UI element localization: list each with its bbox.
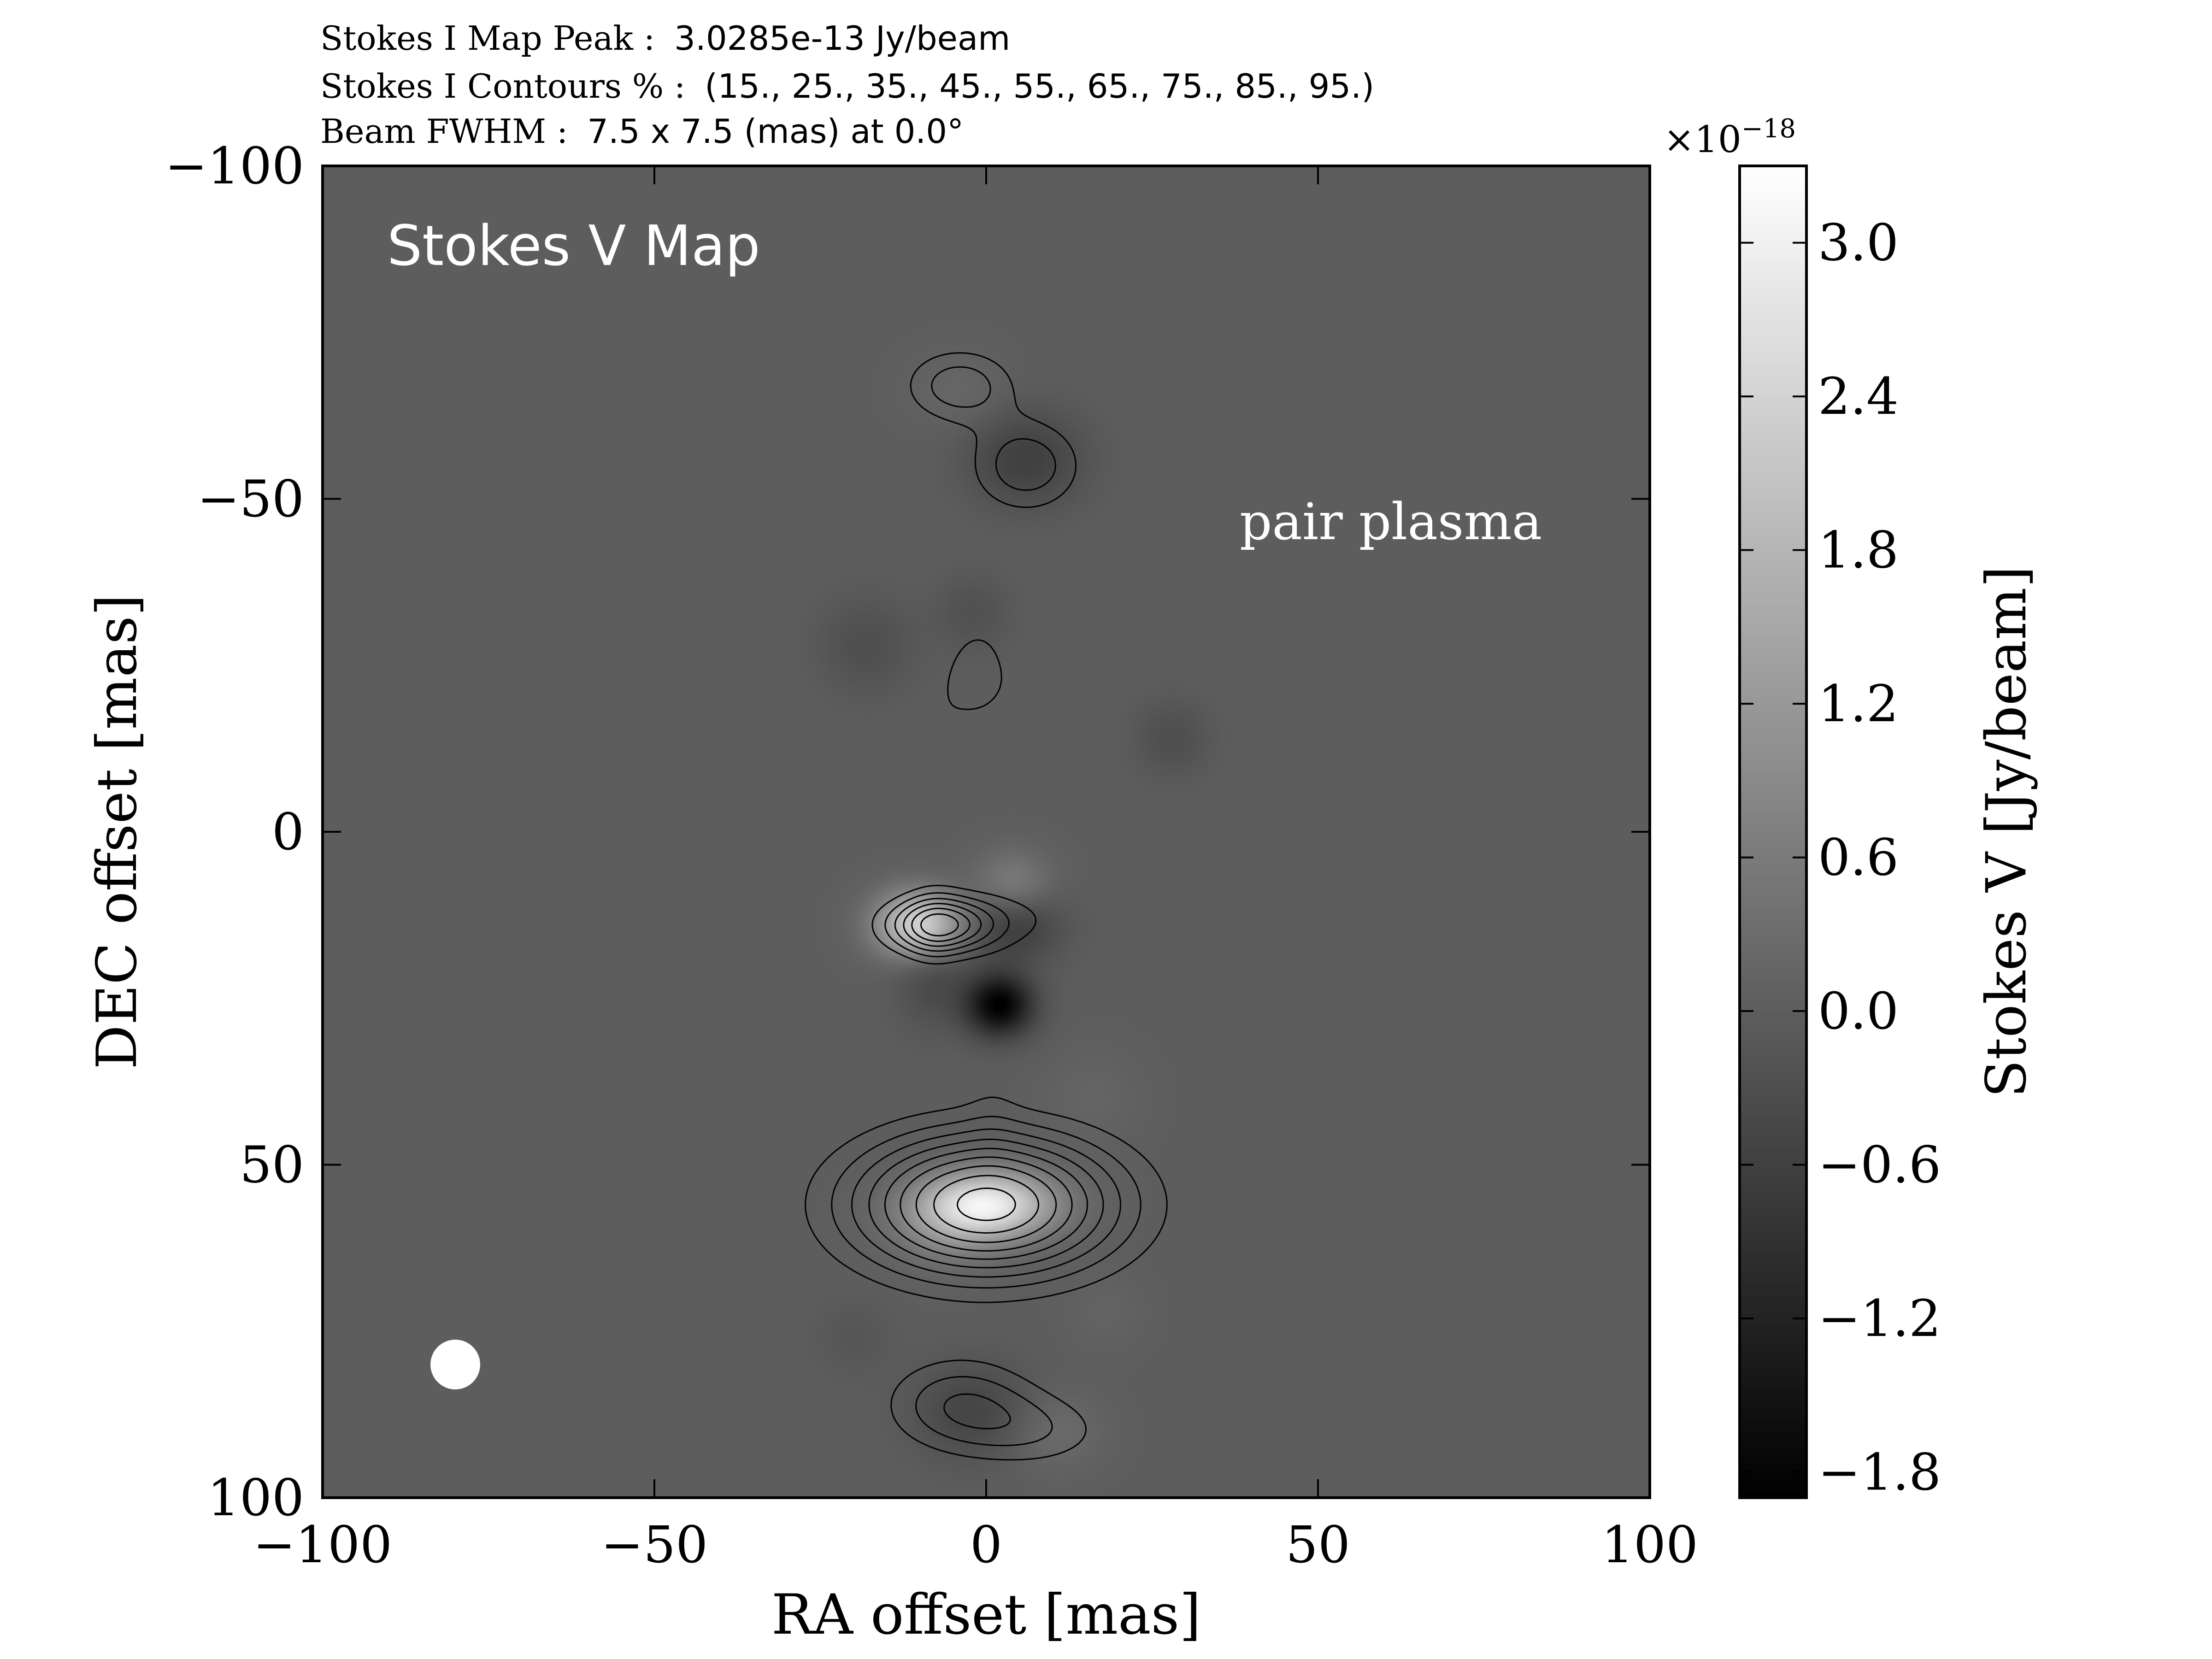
x-tick-label: 100 (1601, 1515, 1698, 1574)
map-header: Stokes I Map Peak : 3.0285e-13 Jy/beam S… (320, 19, 1374, 151)
colorbar-tick-label: −0.6 (1818, 1135, 1941, 1194)
colorbar-exponent: ×10−18 (1664, 114, 1796, 161)
colorbar-tick-label: −1.2 (1818, 1289, 1941, 1348)
header-beam: Beam FWHM : 7.5 x 7.5 (mas) at 0.0° (320, 112, 964, 151)
x-tick-label: −50 (601, 1515, 708, 1574)
contour-level-95 (956, 1187, 1016, 1221)
header-contours: Stokes I Contours % : (15., 25., 35., 45… (320, 67, 1374, 106)
y-tick-label: 50 (240, 1135, 304, 1194)
colorbar: −1.8 −1.2 −0.6 0.0 0.6 1.2 1.8 2.4 3.0 ×10−18 St… (1664, 114, 2039, 1501)
x-axis-label: RA offset [mas] (771, 1583, 1201, 1647)
contour-level-45 (868, 903, 1104, 1269)
x-tick-label: −100 (253, 1515, 392, 1574)
y-tick-label: 100 (207, 1468, 304, 1527)
region-label: pair plasma (1240, 492, 1542, 551)
colorbar-tick-label: −1.8 (1818, 1442, 1941, 1501)
stokes-i-contours (805, 352, 1168, 1461)
contour-level-55 (884, 907, 1088, 1260)
plot-area: Stokes V Map pair plasma −100 −50 0 50 100 −… (165, 136, 1698, 1574)
colorbar-tick-label: 3.0 (1818, 213, 1899, 272)
x-tick-label: 50 (1286, 1515, 1350, 1574)
contour-level-85 (933, 1175, 1040, 1234)
contour-level-65 (900, 913, 1073, 1252)
colorbar-ticks: −1.8 −1.2 −0.6 0.0 0.6 1.2 1.8 2.4 3.0 (1740, 213, 1941, 1501)
beam-marker (430, 1340, 480, 1389)
contour-level-15 (805, 352, 1168, 1461)
colorbar-gradient (1738, 165, 1808, 1499)
header-peak: Stokes I Map Peak : 3.0285e-13 Jy/beam (320, 19, 1010, 58)
x-axis: −100 −50 0 50 100 (253, 166, 1698, 1574)
stokes-v-heatmap (323, 166, 1650, 1498)
contour-level-75 (915, 1165, 1057, 1243)
contour-level-35 (851, 898, 1122, 1430)
y-tick-label: 0 (272, 802, 304, 861)
y-tick-label: −50 (197, 470, 304, 529)
colorbar-tick-label: 1.8 (1818, 521, 1899, 580)
x-tick-label: 0 (970, 1515, 1002, 1574)
colorbar-tick-label: 1.2 (1818, 674, 1899, 733)
colorbar-tick-label: 0.6 (1818, 828, 1899, 887)
y-axis: −100 −50 0 50 100 (165, 136, 1650, 1527)
y-tick-label: −100 (165, 136, 304, 195)
y-axis-label: DEC offset [mas] (85, 594, 149, 1070)
contour-level-25 (831, 366, 1141, 1447)
map-title: Stokes V Map (387, 214, 760, 278)
colorbar-label: Stokes V [Jy/beam] (1975, 566, 2039, 1098)
colorbar-tick-label: 0.0 (1818, 982, 1899, 1041)
colorbar-tick-label: 2.4 (1818, 367, 1899, 426)
